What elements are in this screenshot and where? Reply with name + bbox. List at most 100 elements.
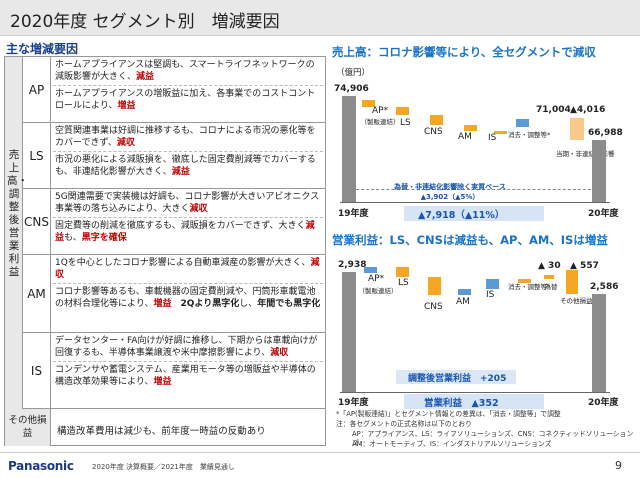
sales-label-am: AM bbox=[458, 132, 472, 142]
title-bar: 2020年度 セグメント別 増減要因 bbox=[0, 0, 640, 36]
factor-text: し、 bbox=[239, 299, 258, 309]
factor-item: 1Qを中心としたコロナ影響による自動車減産の影響が大きく、減収 bbox=[53, 257, 323, 281]
profit-bar-ap bbox=[364, 267, 377, 273]
factor-text: データセンター・FA向けが好調に推移し、下期からは車載向けが回復するも、半導体事… bbox=[55, 336, 318, 358]
sales-bar-20 bbox=[592, 140, 606, 202]
factor-emphasis: 減益 bbox=[136, 72, 155, 82]
footer: Panasonic 2020年度 決算概要／2021年度 業績見通し 9 bbox=[0, 452, 640, 478]
factor-text: 固定費等の削減を徹底するも、減販損をカバーできず、大きく bbox=[55, 221, 306, 231]
profit-bar-other bbox=[566, 270, 578, 294]
segment-body: ホームアプライアンスは堅調も、スマートライフネットワークの減販影響が大きく、減益… bbox=[53, 59, 323, 112]
factors-table: 売上高・調整後営業利益 AP ホームアプライアンスは堅調も、スマートライフネット… bbox=[4, 56, 326, 446]
footnote: 注：各セグメントの正式名称は以下のとおり bbox=[336, 420, 472, 428]
factor-emphasis: 黒字を確保 bbox=[81, 233, 127, 243]
factor-text: 1Qを中心としたコロナ影響による自動車減産の影響が大きく、 bbox=[55, 258, 311, 268]
sales-unit: （億円） bbox=[336, 68, 371, 78]
segment-row-ap: AP ホームアプライアンスは堅調も、スマートライフネットワークの減販影響が大きく… bbox=[23, 57, 325, 123]
sales-label-is: IS bbox=[488, 133, 497, 143]
factor-emphasis: 年間でも黒字化 bbox=[257, 299, 321, 309]
footnote: AP：アプライアンス、LS：ライフソリューションズ、CNS：コネクティッドソリュ… bbox=[352, 430, 634, 447]
factor-emphasis: 減収 bbox=[189, 204, 208, 214]
factor-text: ホームアプライアンスの増販益に加え、各事業でのコストコントロールにより、 bbox=[55, 89, 316, 111]
panasonic-logo: Panasonic bbox=[8, 459, 74, 473]
factor-text: ホームアプライアンスは堅調も、スマートライフネットワークの減販影響が大きく、 bbox=[55, 60, 315, 82]
factor-text: コンデンサや蓄電システム、産業用モータ等の増販益や半導体の構造改革効果等により、 bbox=[55, 365, 316, 387]
vertical-label: 売上高・調整後営業利益 bbox=[7, 149, 28, 278]
factor-emphasis: 増益 bbox=[153, 377, 172, 387]
sales-bar-adj bbox=[516, 119, 529, 127]
profit-year-end: 20年度 bbox=[588, 398, 619, 408]
sales-note: 為替・非連結化影響除く実質ベース bbox=[394, 183, 506, 191]
profit-op: 営業利益 ▲352 bbox=[424, 398, 499, 409]
factor-emphasis: 減益 bbox=[55, 221, 315, 243]
profit-bar-is bbox=[486, 279, 499, 289]
profit-bar-ls bbox=[396, 267, 409, 277]
sales-title: 売上高：コロナ影響等により、全セグメントで減収 bbox=[332, 45, 596, 59]
factor-item: 市況の悪化による減販損を、徹底した固定費削減等でカバーするも、非連結化影響が大き… bbox=[53, 151, 323, 178]
footnote: *「AP(製販連結)」とセグメント情報との差異は、「消去・調整等」で調整 bbox=[336, 410, 561, 418]
segment-name: IS bbox=[23, 333, 51, 408]
profit-adjusted-bg bbox=[396, 370, 516, 384]
section-title: 主な増減要因 bbox=[6, 42, 79, 56]
sales-note-value: ▲3,902（▲5%） bbox=[420, 193, 480, 201]
sales-bar-cns bbox=[430, 115, 443, 125]
profit-title: 営業利益：LS、CNSは減益も、AP、AM、ISは増益 bbox=[332, 233, 608, 247]
profit-label-fx: 為替 bbox=[544, 283, 558, 291]
profit-bar-20 bbox=[592, 294, 606, 392]
profit-bar-fx bbox=[544, 275, 554, 279]
segment-body: 1Qを中心としたコロナ影響による自動車減産の影響が大きく、減収 コロナ影響等あるも… bbox=[53, 257, 323, 310]
other-label: その他損益 bbox=[5, 409, 51, 446]
profit-fx-label: ▲ 30 bbox=[538, 261, 561, 271]
sales-bar-19 bbox=[342, 96, 356, 202]
sales-deconsolidation-note: 当期・非連結化影響 bbox=[556, 150, 615, 158]
profit-other-label: ▲ 557 bbox=[570, 261, 599, 271]
profit-label-cns: CNS bbox=[424, 302, 443, 312]
sales-bar-ap bbox=[362, 100, 375, 107]
segment-name: AM bbox=[23, 255, 51, 332]
factor-text bbox=[171, 299, 180, 309]
profit-start-label: 2,938 bbox=[338, 260, 367, 270]
profit-label-adj: 消去・調整等* bbox=[508, 283, 551, 291]
sales-label-cns: CNS bbox=[424, 127, 443, 137]
sales-bar-ls bbox=[396, 107, 409, 115]
sales-bar-deconsolidation bbox=[570, 118, 584, 140]
factor-emphasis: 減収 bbox=[270, 348, 289, 358]
sales-axis bbox=[340, 202, 610, 203]
profit-adjusted: 調整後営業利益 +205 bbox=[408, 374, 507, 384]
sales-label-ap: AP* bbox=[372, 106, 389, 116]
factor-item: コンデンサや蓄電システム、産業用モータ等の増販益や半導体の構造改革効果等により、… bbox=[53, 361, 323, 388]
factor-text: も、 bbox=[64, 233, 82, 243]
factor-text: 5G関連需要で実装機は好調も、コロナ影響が大きいアビオニクス事業等の落ち込みによ… bbox=[55, 192, 320, 214]
sales-end-label: 66,988 bbox=[588, 128, 623, 138]
factor-text: 市況の悪化による減販損を、徹底した固定費削減等でカバーするも、非連結化影響が大き… bbox=[55, 155, 316, 177]
segment-row-ls: LS 空質関連事業は好調に推移するも、コロナによる市況の悪化等をカバーできず、減… bbox=[23, 123, 325, 189]
profit-label-other: その他損益 bbox=[560, 297, 593, 305]
profit-axis bbox=[340, 392, 610, 393]
segment-name: CNS bbox=[23, 189, 51, 254]
factor-emphasis: 減益 bbox=[171, 167, 190, 177]
sales-bar-am bbox=[464, 125, 477, 131]
profit-label-am: AM bbox=[456, 297, 470, 307]
sales-label-ls: LS bbox=[400, 118, 411, 128]
factor-item: コロナ影響等あるも、車載機器の固定費削減や、円筒形車載電池の材料合理化等により、… bbox=[53, 283, 323, 310]
footnote: AM：オートモーティブ、IS：インダストリアルソリューションズ bbox=[352, 440, 552, 448]
sales-subtotal-label: 71,004 bbox=[536, 105, 571, 115]
segment-name: AP bbox=[23, 57, 51, 122]
factor-item: ホームアプライアンスは堅調も、スマートライフネットワークの減販影響が大きく、減益 bbox=[53, 59, 323, 83]
sales-label-ap-sub: （製販連結） bbox=[360, 118, 400, 126]
segment-name: LS bbox=[23, 123, 51, 188]
factor-emphasis: 増益 bbox=[117, 101, 136, 111]
sales-deconsolidation-label: ▲4,016 bbox=[570, 105, 606, 115]
sales-growth-bg bbox=[404, 206, 544, 221]
factor-item: 空質関連事業は好調に推移するも、コロナによる市況の悪化等をカバーできず、減収 bbox=[53, 125, 323, 149]
profit-label-ls: LS bbox=[398, 278, 409, 288]
sales-start-label: 74,906 bbox=[334, 84, 369, 94]
vertical-header: 売上高・調整後営業利益 bbox=[5, 57, 28, 409]
profit-end-label: 2,586 bbox=[590, 282, 619, 292]
profit-label-is: IS bbox=[486, 290, 495, 300]
sales-year-start: 19年度 bbox=[338, 209, 369, 219]
sales-growth: ▲7,918（▲11%） bbox=[418, 210, 505, 221]
factor-emphasis: 減収 bbox=[55, 258, 320, 280]
factor-emphasis: 減収 bbox=[116, 138, 135, 148]
profit-bar-cns bbox=[428, 277, 441, 295]
